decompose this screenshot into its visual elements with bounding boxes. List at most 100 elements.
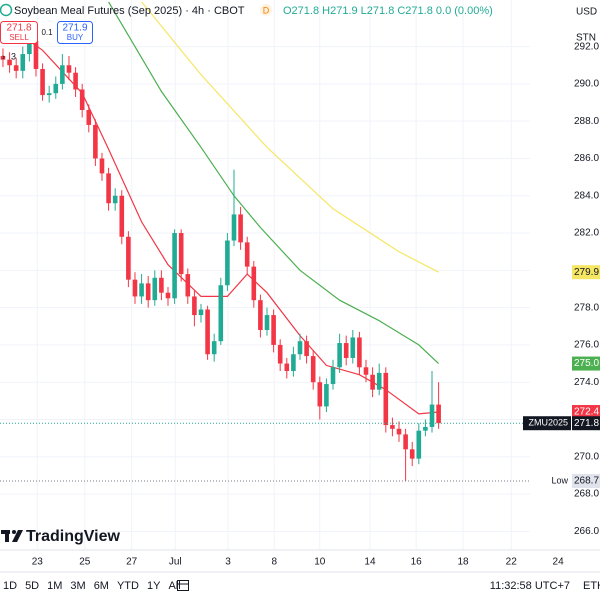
indicator-count[interactable]: 3 xyxy=(11,51,16,61)
candle-body xyxy=(40,68,45,96)
candle-body xyxy=(324,384,329,407)
range-button[interactable]: 1Y xyxy=(147,580,161,592)
candle-body xyxy=(46,93,52,96)
y-tick-label: 290.0 xyxy=(574,79,599,90)
price-marker-label: 272.4 xyxy=(574,407,599,418)
y-tick-label: 286.0 xyxy=(574,153,599,164)
x-tick-label: 23 xyxy=(32,557,44,568)
calendar-icon[interactable] xyxy=(177,580,189,591)
candle-body xyxy=(13,65,19,71)
buy-price[interactable]: 271.9 xyxy=(62,23,87,34)
candle-body xyxy=(310,356,316,383)
candle-body xyxy=(317,382,323,407)
x-tick-label: 14 xyxy=(364,557,376,568)
range-button[interactable]: 5D xyxy=(25,580,39,592)
y-tick-label: 284.0 xyxy=(574,190,599,201)
candle-body xyxy=(330,367,336,385)
candle-body xyxy=(99,158,105,174)
y-tick-label: 278.0 xyxy=(574,302,599,313)
x-tick-label: 10 xyxy=(314,557,326,568)
session[interactable]: ETH xyxy=(583,580,600,592)
indicator-toggle[interactable]: › xyxy=(2,51,5,61)
buy-label[interactable]: BUY xyxy=(67,33,84,42)
candle-body xyxy=(0,55,6,60)
range-button[interactable]: 1D xyxy=(3,580,17,592)
candle-body xyxy=(436,404,441,424)
candle-body xyxy=(403,434,408,450)
candle-body xyxy=(271,315,276,345)
price-marker-label: 275.0 xyxy=(574,358,599,369)
status-badge xyxy=(260,4,272,16)
sell-label[interactable]: SELL xyxy=(9,33,29,42)
y-tick-label: 276.0 xyxy=(574,340,599,351)
price-marker-name: ZMU2025 xyxy=(528,418,568,428)
range-button[interactable]: YTD xyxy=(117,580,139,592)
candle-body xyxy=(198,309,204,316)
moving-average-line xyxy=(108,1,440,365)
ohlc: O271.8 H271.9 L271.8 C271.8 0.0 (0.00%) xyxy=(283,5,493,17)
logo-text: TradingView xyxy=(26,528,121,545)
candle-body xyxy=(211,341,217,355)
candle-body xyxy=(132,279,138,297)
y-tick-label: 282.0 xyxy=(574,228,599,239)
candle-body xyxy=(390,425,395,429)
candle-body xyxy=(304,341,309,357)
range-button[interactable]: 1M xyxy=(47,580,62,592)
candle-body xyxy=(152,277,158,301)
candle-body xyxy=(423,426,428,431)
logo: TradingView xyxy=(1,528,121,545)
candle-body xyxy=(86,110,92,125)
price-marker xyxy=(572,356,600,371)
currency[interactable]: USD xyxy=(576,7,597,18)
candle-body xyxy=(396,428,402,435)
candle-body xyxy=(7,59,12,66)
candle-body xyxy=(172,233,177,299)
candle-body xyxy=(165,292,171,299)
candle-body xyxy=(416,430,422,459)
x-tick-label: 24 xyxy=(553,557,565,568)
candle-body xyxy=(119,195,125,237)
x-tick-label: 3 xyxy=(225,557,231,568)
candle-body xyxy=(27,41,32,55)
candle-body xyxy=(145,283,151,301)
candle-body xyxy=(429,404,435,427)
candle-body xyxy=(33,41,39,69)
candle-body xyxy=(264,315,270,330)
candle-body xyxy=(357,337,362,368)
status: D xyxy=(263,5,270,15)
price-marker-label: 279.9 xyxy=(574,267,599,278)
price-marker-label: 271.8 xyxy=(574,418,599,429)
range-button[interactable]: 3M xyxy=(70,580,85,592)
sell-price[interactable]: 271.8 xyxy=(6,23,31,34)
price-marker xyxy=(572,405,600,420)
candle-body xyxy=(93,124,98,159)
price-marker xyxy=(572,265,600,280)
plot-area xyxy=(0,1,530,482)
candle-body xyxy=(343,343,349,358)
clock: 11:32:58 UTC+7 xyxy=(490,580,570,592)
candle-body xyxy=(258,300,263,330)
range-button[interactable]: 6M xyxy=(94,580,109,592)
candle-body xyxy=(218,285,224,342)
candle-body xyxy=(291,354,296,372)
candle-body xyxy=(112,195,118,204)
buy-button[interactable] xyxy=(57,21,93,44)
unit[interactable]: STN xyxy=(576,33,596,44)
x-tick-label: 8 xyxy=(271,557,277,568)
candle-body xyxy=(244,242,250,267)
price-marker-name-box xyxy=(523,416,571,431)
candle-body xyxy=(159,277,164,293)
candle-body xyxy=(350,337,356,358)
candle-body xyxy=(73,72,78,90)
symbol-icon xyxy=(0,3,13,17)
candle-body xyxy=(178,233,184,275)
y-tick-label: 292.0 xyxy=(574,41,599,52)
y-tick-label: 288.0 xyxy=(574,116,599,127)
x-tick-label: 16 xyxy=(411,557,423,568)
candle-body xyxy=(363,367,369,375)
candle-body xyxy=(20,54,26,71)
sell-button[interactable] xyxy=(0,21,38,44)
range-bar: 1D 5D 1M 3M 6M YTD 1Y All xyxy=(3,580,181,592)
